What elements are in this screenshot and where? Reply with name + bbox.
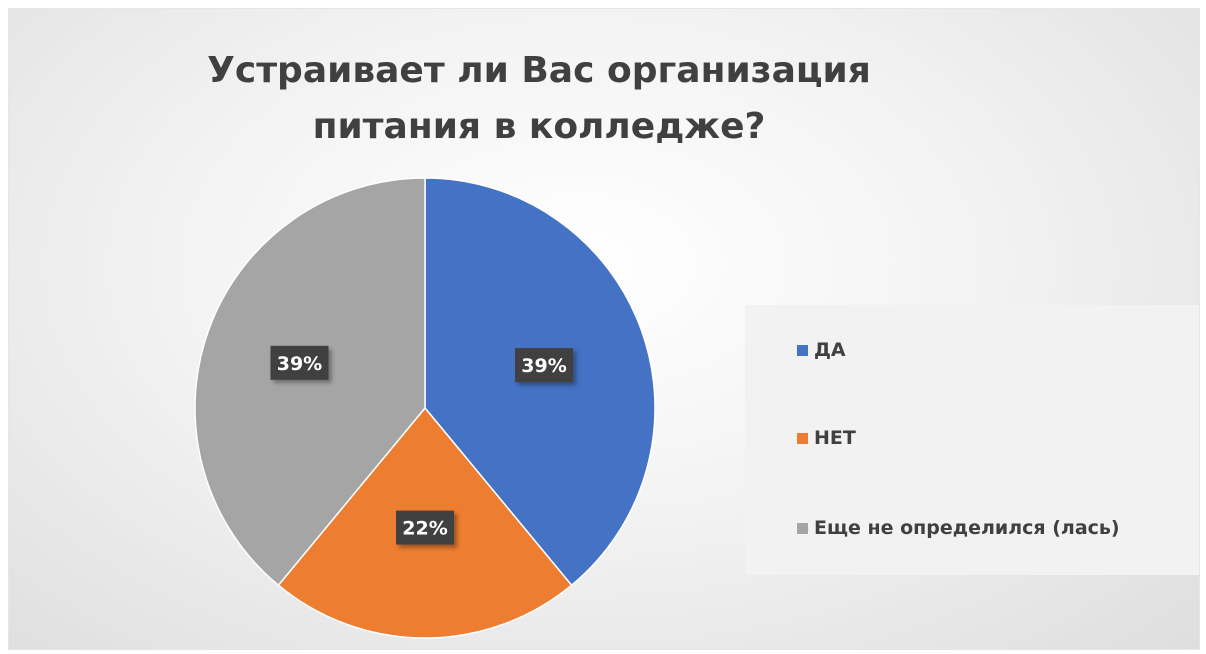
legend-item-net: НЕТ [797,427,856,449]
data-label-net: 22% [396,510,454,545]
data-label-da: 39% [515,348,574,383]
data-label-da-text: 39% [521,355,566,377]
legend-swatch-net [797,432,808,444]
data-label-undecided-box [270,345,329,380]
legend-label-da: ДА [814,339,846,361]
legend-label-undecided: Еще не определился (лась) [814,517,1120,539]
legend-label-net: НЕТ [814,427,856,449]
chart-title: Устраивает ли Вас организация питания в … [207,50,871,147]
pie-slice-undecided [194,177,426,587]
legend-swatch-da [797,344,808,356]
data-label-net-box [396,510,454,545]
legend-item-da: ДА [797,339,846,361]
data-label-undecided-text: 39% [277,353,322,375]
data-label-net-text: 22% [402,518,447,540]
data-label-da-box [515,348,574,383]
chart-legend: ДА НЕТ Еще не определился (лась) [745,305,1199,575]
pie-slices [194,177,656,639]
chart-area: Устраивает ли Вас организация питания в … [8,8,1200,650]
pie-data-labels: 39% 22% 39% [270,345,574,545]
legend-item-undecided: Еще не определился (лась) [797,517,1120,539]
legend-swatch-undecided [797,522,808,534]
data-label-undecided: 39% [270,345,329,380]
pie-chart: 39% 22% 39% [194,177,656,639]
